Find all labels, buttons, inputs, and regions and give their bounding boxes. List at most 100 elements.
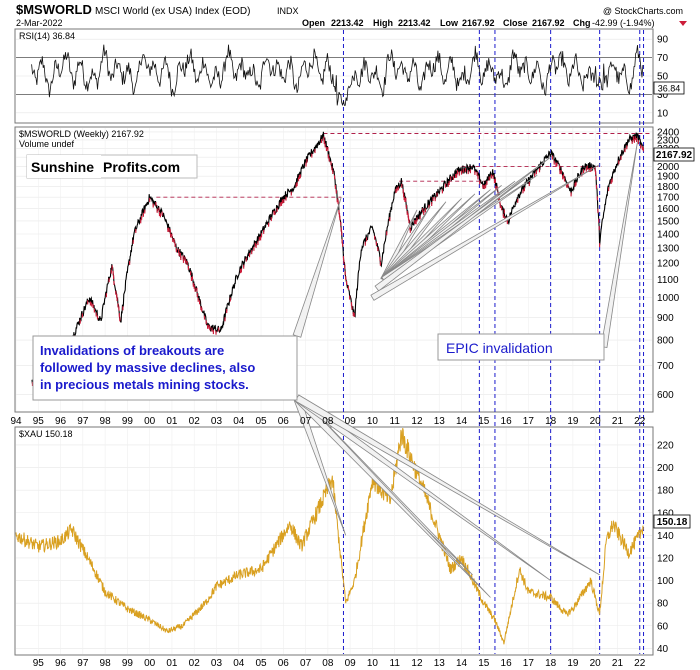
price-down-bar [498,196,500,201]
xau-x-tick-label: 97 [77,658,89,669]
price-down-bar [118,313,120,318]
price-down-bar [405,197,407,202]
price-down-bar [570,192,572,197]
chg-label: Chg [573,18,591,28]
low-label: Low [440,18,459,28]
price-down-bar [563,174,565,179]
xau-tick-label: 80 [657,599,669,610]
index-description: MSCI World (ex USA) Index (EOD) [95,6,250,17]
price-down-bar [424,208,426,213]
price-x-tick-label: 05 [255,416,267,427]
price-down-bar [190,277,193,281]
price-down-bar [111,265,113,270]
price-down-bar [493,179,496,184]
price-down-bar [379,261,381,266]
price-down-bar [168,227,170,232]
xau-x-tick-label: 07 [300,658,312,669]
price-down-bar [377,247,379,252]
price-tick-label: 1800 [657,182,680,193]
low-value: 2167.92 [462,18,495,28]
price-down-bar [633,138,635,143]
price-down-bar [122,306,124,311]
price-down-bar [340,227,342,232]
price-x-tick-label: 07 [300,416,312,427]
price-down-bar [341,231,343,236]
xau-x-tick-label: 09 [345,658,357,669]
price-down-bar [191,276,193,281]
price-x-tick-label: 19 [567,416,579,427]
price-down-bar [563,177,566,182]
open-value: 2213.42 [331,18,364,28]
xau-x-tick-label: 16 [501,658,513,669]
price-x-tick-label: 13 [434,416,446,427]
price-tick-label: 900 [657,313,674,324]
price-down-bar [560,170,562,175]
logo-profits: Profits.com [103,159,180,175]
price-down-bar [444,183,447,188]
price-down-bar [91,302,93,307]
price-down-bar [405,204,407,209]
xau-x-tick-label: 98 [100,658,112,669]
price-down-bar [251,250,253,255]
high-value: 2213.42 [398,18,431,28]
price-down-bar [335,189,337,194]
price-down-bar [253,246,255,251]
price-down-bar [414,220,416,224]
price-down-bar [597,208,599,213]
price-x-tick-label: 03 [211,416,223,427]
rsi-tick-label: 90 [657,35,669,46]
price-down-bar [245,257,247,262]
price-down-bar [110,269,112,274]
price-x-tick-label: 06 [278,416,290,427]
price-down-bar [207,324,209,329]
price-down-bar [624,148,626,153]
price-down-bar [567,183,569,188]
xau-panel [14,426,654,656]
price-down-bar [194,287,196,292]
price-down-bar [180,256,182,260]
annotation-line-3: in precious metals mining stocks. [40,377,249,392]
price-down-bar [386,231,388,236]
price-down-bar [324,143,326,148]
price-down-bar [182,258,185,263]
price-down-bar [352,312,354,317]
xau-tick-label: 180 [657,486,674,497]
price-down-bar [351,305,353,310]
price-down-bar [476,171,478,176]
price-down-bar [196,293,198,298]
xau-x-tick-label: 05 [255,658,267,669]
price-down-bar [343,260,345,264]
xau-x-tick-label: 02 [189,658,201,669]
xau-tick-label: 100 [657,576,674,587]
price-x-tick-label: 01 [166,416,178,427]
annotation-epic: EPIC invalidation [446,340,553,356]
price-x-tick-label: 12 [411,416,423,427]
price-down-bar [276,207,278,212]
price-down-bar [482,184,484,189]
price-down-bar [349,295,351,300]
price-x-tick-label: 14 [456,416,468,427]
grid-layer [15,38,652,654]
rsi-line [31,44,644,106]
price-down-bar [113,275,115,280]
price-down-bar [328,157,330,162]
price-down-bar [353,313,355,317]
price-down-bar [149,197,151,202]
price-down-bar [432,197,434,201]
price-down-bar [594,167,596,172]
price-down-bar [640,144,642,149]
chart-date: 2-Mar-2022 [16,18,63,28]
price-down-bar [341,239,343,244]
price-tick-label: 2400 [657,127,680,138]
close-value: 2167.92 [532,18,565,28]
price-down-bar [229,297,231,302]
price-down-bar [595,184,598,189]
price-down-bar [467,170,469,175]
price-down-bar [248,253,251,258]
price-down-bar [350,302,353,307]
price-down-bar [325,147,328,152]
price-down-bar [397,186,399,191]
price-x-tick-label: 18 [545,416,557,427]
price-tick-label: 1600 [657,204,680,215]
